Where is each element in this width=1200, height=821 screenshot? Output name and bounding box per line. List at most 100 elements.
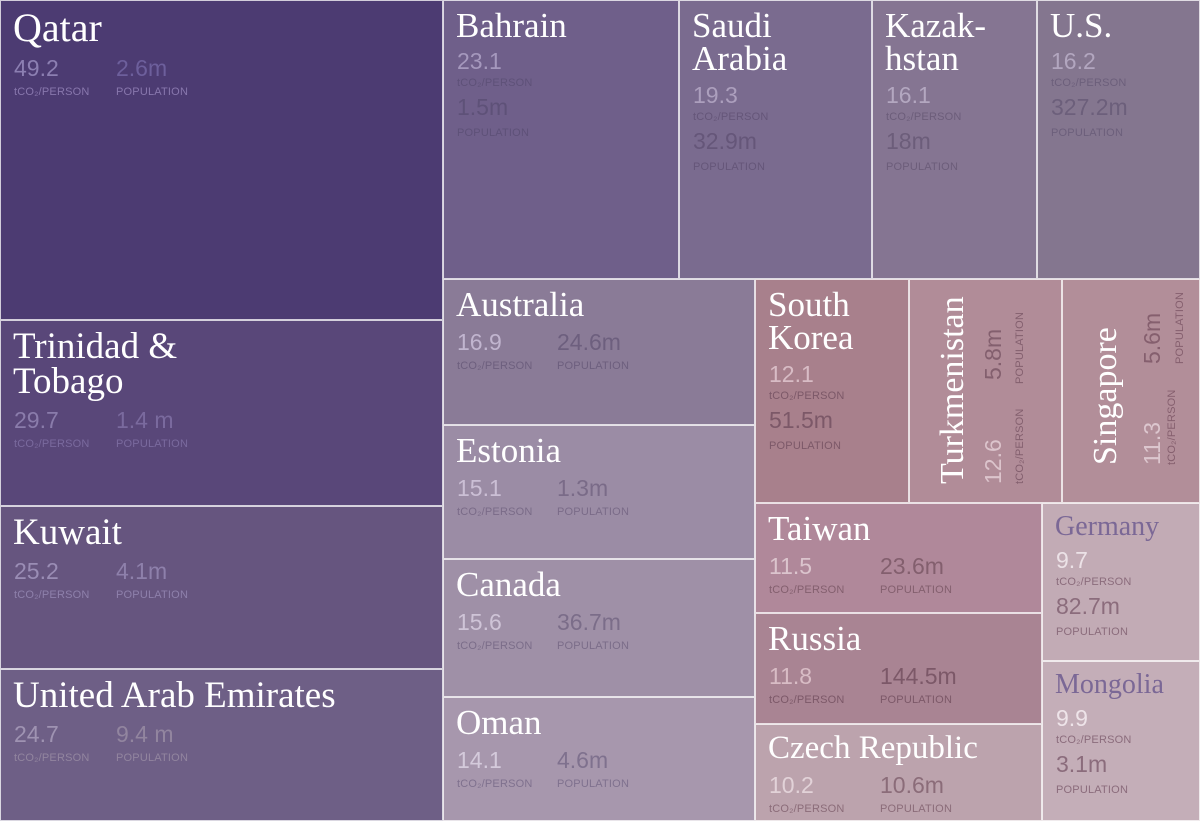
treemap-cell-australia: Australia 16.9 tCO₂/PERSON 24.6m POPULATION bbox=[443, 279, 755, 425]
co2-unit-label: tCO₂/PERSON bbox=[769, 694, 845, 707]
treemap-cell-kuwait: Kuwait 25.2 tCO₂/PERSON 4.1m POPULATION bbox=[0, 506, 443, 669]
country-name: Trinidad & Tobago bbox=[13, 326, 178, 403]
population-label: POPULATION bbox=[116, 752, 189, 765]
population-label: POPULATION bbox=[1174, 291, 1186, 364]
population-value: 5.6m bbox=[1139, 312, 1165, 364]
co2-unit-label: tCO₂/PERSON bbox=[1056, 575, 1132, 588]
country-name: United Arab Emirates bbox=[13, 675, 336, 716]
population-value: 10.6m bbox=[880, 772, 944, 799]
population-label: POPULATION bbox=[557, 778, 630, 791]
treemap-cell-czech-republic: Czech Republic 10.2 tCO₂/PERSON 10.6m POPULA… bbox=[755, 724, 1042, 821]
co2-value: 25.2 bbox=[14, 558, 59, 585]
co2-value: 16.9 bbox=[457, 329, 502, 356]
co2-unit-label: tCO₂/PERSON bbox=[693, 110, 769, 123]
co2-value: 11.5 bbox=[769, 553, 813, 580]
co2-unit-label: tCO₂/PERSON bbox=[457, 506, 533, 519]
treemap-cell-turkmenistan: Turkmenistan 12.6 tCO₂/PERSON 5.8m POPULATIO… bbox=[909, 279, 1062, 503]
population-value: 4.6m bbox=[557, 747, 609, 774]
country-name: Singapore bbox=[1087, 327, 1124, 465]
population-value: 32.9m bbox=[693, 127, 757, 154]
country-name: Turkmenistan bbox=[934, 296, 971, 484]
co2-unit-label: tCO₂/PERSON bbox=[457, 640, 533, 653]
co2-value: 14.1 bbox=[457, 747, 502, 774]
population-value: 36.7m bbox=[557, 609, 621, 636]
treemap-cell-singapore: Singapore 11.3 tCO₂/PERSON 5.6m POPULATION bbox=[1062, 279, 1200, 503]
country-name: Germany bbox=[1055, 511, 1160, 542]
population-value: 1.4 m bbox=[116, 407, 174, 434]
country-name: Mongolia bbox=[1055, 669, 1164, 700]
population-label: POPULATION bbox=[557, 360, 630, 373]
population-label: POPULATION bbox=[1014, 311, 1026, 384]
country-name: U.S. bbox=[1050, 6, 1113, 45]
population-label: POPULATION bbox=[116, 589, 189, 602]
population-label: POPULATION bbox=[880, 803, 953, 816]
population-value: 1.3m bbox=[557, 475, 609, 502]
co2-value: 11.3 bbox=[1139, 421, 1165, 465]
co2-unit-label: tCO₂/PERSON bbox=[457, 77, 533, 90]
population-value: 3.1m bbox=[1056, 750, 1108, 777]
population-label: POPULATION bbox=[769, 439, 842, 452]
co2-unit-label: tCO₂/PERSON bbox=[457, 778, 533, 791]
population-label: POPULATION bbox=[457, 127, 530, 140]
country-name: Oman bbox=[456, 703, 542, 742]
treemap-cell-estonia: Estonia 15.1 tCO₂/PERSON 1.3m POPULATION bbox=[443, 425, 755, 559]
treemap-cell-oman: Oman 14.1 tCO₂/PERSON 4.6m POPULATION bbox=[443, 697, 755, 821]
population-label: POPULATION bbox=[1056, 783, 1129, 796]
co2-unit-label: tCO₂/PERSON bbox=[14, 589, 90, 602]
co2-value: 16.2 bbox=[1051, 48, 1096, 75]
treemap-cell-kazakhstan: Kazak- hstan 16.1 tCO₂/PERSON 18m POPULATION bbox=[872, 0, 1037, 279]
population-value: 144.5m bbox=[880, 663, 957, 690]
co2-unit-label: tCO₂/PERSON bbox=[1056, 733, 1132, 746]
treemap-cell-mongolia: Mongolia 9.9 tCO₂/PERSON 3.1m POPULATION bbox=[1042, 661, 1200, 821]
co2-unit-label: tCO₂/PERSON bbox=[14, 752, 90, 765]
country-name: Kuwait bbox=[13, 512, 122, 553]
country-name: Saudi Arabia bbox=[692, 6, 788, 79]
country-name: Kazak- hstan bbox=[885, 6, 987, 79]
co2-value: 23.1 bbox=[457, 48, 502, 75]
treemap-cell-taiwan: Taiwan 11.5 tCO₂/PERSON 23.6m POPULATION bbox=[755, 503, 1042, 613]
population-value: 51.5m bbox=[769, 406, 833, 433]
country-name: Canada bbox=[456, 565, 561, 604]
co2-value: 29.7 bbox=[14, 407, 59, 434]
population-label: POPULATION bbox=[116, 438, 189, 451]
population-value: 82.7m bbox=[1056, 592, 1120, 619]
co2-value: 15.6 bbox=[457, 609, 502, 636]
co2-unit-label: tCO₂/PERSON bbox=[1051, 77, 1127, 90]
co2-value: 19.3 bbox=[693, 81, 738, 108]
country-name: Bahrain bbox=[456, 6, 567, 45]
population-label: POPULATION bbox=[557, 506, 630, 519]
co2-unit-label: tCO₂/PERSON bbox=[1014, 408, 1026, 484]
population-label: POPULATION bbox=[116, 86, 189, 98]
co2-unit-label: tCO₂/PERSON bbox=[886, 110, 962, 123]
co2-unit-label: tCO₂/PERSON bbox=[769, 584, 845, 597]
treemap-cell-south-korea: South Korea 12.1 tCO₂/PERSON 51.5m POPULATIO… bbox=[755, 279, 909, 503]
co2-value: 10.2 bbox=[769, 772, 814, 799]
population-value: 18m bbox=[886, 127, 931, 154]
treemap-cell-germany: Germany 9.7 tCO₂/PERSON 82.7m POPULATION bbox=[1042, 503, 1200, 661]
co2-value: 9.9 bbox=[1056, 704, 1088, 731]
population-value: 5.8m bbox=[980, 328, 1006, 380]
co2-value: 12.1 bbox=[769, 360, 814, 387]
treemap-cell-united-arab-emirates: United Arab Emirates 24.7 tCO₂/PERSON 9.4 m… bbox=[0, 669, 443, 821]
co2-unit-label: tCO₂/PERSON bbox=[14, 438, 90, 451]
country-name: South Korea bbox=[768, 285, 854, 358]
treemap-cell-u-s: U.S. 16.2 tCO₂/PERSON 327.2m POPULATION bbox=[1037, 0, 1200, 279]
co2-unit-label: tCO₂/PERSON bbox=[769, 803, 845, 816]
population-label: POPULATION bbox=[1056, 625, 1129, 638]
population-label: POPULATION bbox=[880, 694, 953, 707]
country-name: Taiwan bbox=[768, 509, 871, 548]
population-value: 23.6m bbox=[880, 553, 944, 580]
population-label: POPULATION bbox=[693, 160, 766, 173]
co2-value: 49.2 bbox=[14, 55, 59, 81]
population-value: 1.5m bbox=[457, 94, 509, 121]
population-value: 4.1m bbox=[116, 558, 168, 585]
population-value: 2.6m bbox=[116, 55, 168, 81]
population-value: 9.4 m bbox=[116, 721, 174, 748]
treemap-cell-trinidad-tobago: Trinidad & Tobago 29.7 tCO₂/PERSON 1.4 m POP… bbox=[0, 320, 443, 506]
treemap-cell-russia: Russia 11.8 tCO₂/PERSON 144.5m POPULATION bbox=[755, 613, 1042, 724]
population-value: 327.2m bbox=[1051, 94, 1128, 121]
co2-unit-label: tCO₂/PERSON bbox=[769, 389, 845, 402]
treemap-cell-bahrain: Bahrain 23.1 tCO₂/PERSON 1.5m POPULATION bbox=[443, 0, 679, 279]
population-value: 24.6m bbox=[557, 329, 621, 356]
